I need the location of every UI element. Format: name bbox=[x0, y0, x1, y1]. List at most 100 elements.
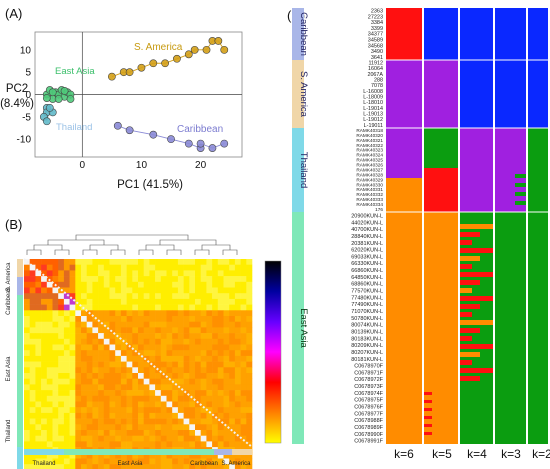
heatmap-cell bbox=[200, 412, 207, 419]
heatmap-cell bbox=[155, 435, 162, 442]
heatmap-cell bbox=[138, 316, 144, 322]
heatmap-cell bbox=[189, 350, 196, 357]
heatmap-cell bbox=[155, 293, 162, 300]
heatmap-cell bbox=[63, 276, 70, 283]
heatmap-cell bbox=[58, 310, 65, 317]
heatmap-cell bbox=[155, 390, 162, 397]
structure-sample-label: C0678989F bbox=[354, 425, 383, 431]
heatmap-cell bbox=[63, 281, 70, 288]
heatmap-cell bbox=[92, 276, 99, 283]
heatmap-cell bbox=[200, 373, 207, 379]
structure-block bbox=[528, 212, 548, 444]
heatmap-cell bbox=[166, 355, 173, 362]
heatmap-cell bbox=[58, 344, 65, 351]
heatmap-cell bbox=[143, 276, 150, 283]
heatmap-cell bbox=[63, 390, 70, 397]
heatmap-cell bbox=[86, 458, 93, 465]
heatmap-cell bbox=[217, 316, 224, 322]
heatmap-cell bbox=[41, 270, 48, 277]
heatmap-cell bbox=[246, 367, 253, 374]
heatmap-cell bbox=[229, 338, 236, 345]
heatmap-cell bbox=[41, 407, 48, 414]
heatmap-cell bbox=[81, 378, 87, 385]
heatmap-cell bbox=[195, 458, 201, 465]
heatmap-cell bbox=[166, 418, 173, 425]
heatmap-cell bbox=[98, 458, 105, 465]
heatmap-x-label-s-america: S. America bbox=[221, 461, 251, 467]
heatmap-cell bbox=[223, 390, 230, 397]
heatmap-cell bbox=[246, 355, 253, 362]
heatmap-cell bbox=[160, 333, 167, 340]
heatmap-cell bbox=[132, 390, 139, 397]
heatmap-cell bbox=[75, 395, 82, 402]
heatmap-cell bbox=[229, 270, 236, 277]
pca-group-points bbox=[39, 37, 229, 152]
heatmap-cell bbox=[172, 384, 179, 391]
heatmap-cell bbox=[69, 355, 76, 362]
structure-sample-label: RAMK40324 bbox=[356, 153, 383, 158]
heatmap-cell bbox=[138, 407, 144, 414]
heatmap-cell bbox=[75, 344, 82, 351]
heatmap-cell bbox=[69, 276, 76, 283]
k-label-3: k=3 bbox=[501, 447, 521, 461]
heatmap-cell bbox=[29, 441, 36, 448]
heatmap-cell bbox=[200, 458, 207, 465]
heatmap-cell bbox=[41, 430, 48, 436]
heatmap-cell bbox=[229, 316, 236, 322]
heatmap-cell bbox=[195, 407, 201, 414]
heatmap-cell bbox=[120, 264, 127, 271]
heatmap-cell bbox=[63, 407, 70, 414]
heatmap-cell bbox=[115, 281, 122, 288]
heatmap-cell bbox=[115, 304, 122, 311]
heatmap-cell bbox=[63, 316, 70, 322]
heatmap-cell bbox=[35, 378, 42, 385]
heatmap-cell bbox=[103, 424, 110, 431]
structure-group-label: S. America bbox=[298, 71, 309, 118]
heatmap-cell bbox=[240, 281, 247, 288]
heatmap-cell bbox=[103, 293, 110, 300]
heatmap-cell bbox=[200, 355, 207, 362]
heatmap-cell bbox=[138, 321, 144, 328]
heatmap-cell bbox=[172, 355, 179, 362]
heatmap-cell bbox=[172, 333, 179, 340]
heatmap-cell bbox=[86, 327, 93, 334]
heatmap-cell bbox=[120, 418, 127, 425]
heatmap-cell bbox=[212, 441, 219, 448]
heatmap-cell bbox=[234, 464, 241, 469]
heatmap-cell bbox=[143, 407, 150, 414]
heatmap-cell bbox=[189, 304, 196, 311]
heatmap-cell bbox=[98, 441, 105, 448]
heatmap-cell bbox=[183, 350, 190, 357]
heatmap-cell bbox=[86, 304, 93, 311]
heatmap-cell bbox=[103, 390, 110, 397]
heatmap-cell bbox=[29, 395, 36, 402]
heatmap-cell bbox=[24, 384, 30, 391]
heatmap-cell bbox=[69, 401, 76, 408]
heatmap-cell bbox=[41, 424, 48, 431]
structure-sample-label: 34589 bbox=[368, 38, 383, 44]
heatmap-cell bbox=[81, 276, 87, 283]
heatmap-cell bbox=[172, 304, 179, 311]
heatmap-cell bbox=[103, 373, 110, 379]
heatmap-cell bbox=[24, 452, 30, 459]
heatmap-cell bbox=[155, 401, 162, 408]
heatmap-cell bbox=[98, 378, 105, 385]
structure-admixture-strip bbox=[460, 344, 493, 349]
heatmap-cell bbox=[98, 281, 105, 288]
heatmap-cell bbox=[212, 281, 219, 288]
heatmap-cell bbox=[183, 458, 190, 465]
heatmap-cell bbox=[234, 327, 241, 334]
heatmap-cell bbox=[160, 327, 167, 334]
structure-sample-label: L-19011 bbox=[364, 123, 383, 129]
heatmap-cell bbox=[149, 458, 156, 465]
heatmap-cell bbox=[138, 390, 144, 397]
heatmap-y-label-east-asia: East Asia bbox=[6, 356, 12, 382]
heatmap-cell bbox=[246, 452, 253, 459]
heatmap-cell bbox=[41, 293, 48, 300]
heatmap-cell bbox=[166, 333, 173, 340]
heatmap-cell bbox=[92, 441, 99, 448]
heatmap-cell bbox=[143, 424, 150, 431]
structure-sample-label: RAMK40334 bbox=[356, 202, 383, 207]
heatmap-cell bbox=[132, 464, 139, 469]
heatmap-cell bbox=[223, 395, 230, 402]
